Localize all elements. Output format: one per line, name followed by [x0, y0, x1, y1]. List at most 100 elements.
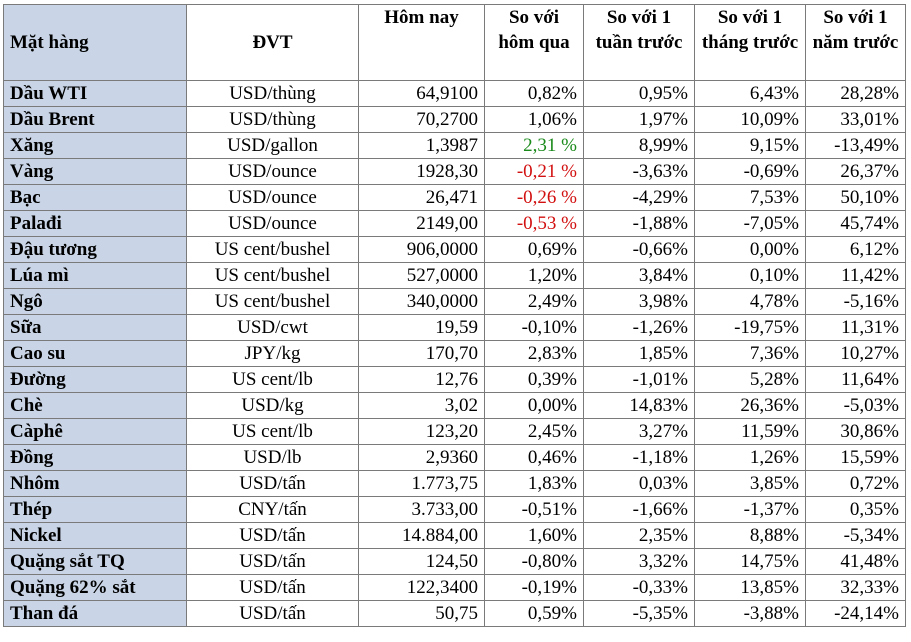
change-vs-month-cell: 8,88% [694, 522, 806, 549]
commodity-name-cell: Nickel [3, 522, 187, 549]
unit-cell: USD/kg [186, 392, 359, 419]
unit-cell: USD/lb [186, 444, 359, 471]
change-vs-week-cell: 3,84% [583, 262, 695, 289]
today-price-cell: 123,20 [358, 418, 485, 445]
change-vs-week-cell: 8,99% [583, 132, 695, 159]
commodity-name-cell: Xăng [3, 132, 187, 159]
unit-cell: USD/tấn [186, 574, 359, 601]
today-price-cell: 70,2700 [358, 106, 485, 133]
today-price-cell: 12,76 [358, 366, 485, 393]
change-vs-month-cell: 26,36% [694, 392, 806, 419]
change-vs-yesterday-cell: 0,59% [484, 600, 584, 627]
table-row: Vàng USD/ounce 1928,30 -0,21 % -3,63% -0,69% 2… [3, 158, 906, 185]
change-vs-week-cell: -1,18% [583, 444, 695, 471]
change-vs-month-cell: -1,37% [694, 496, 806, 523]
header-vs-month-text: So với 1 tháng trước [701, 7, 799, 53]
change-vs-week-cell: -0,66% [583, 236, 695, 263]
today-price-cell: 14.884,00 [358, 522, 485, 549]
table-row: Đường US cent/lb 12,76 0,39% -1,01% 5,28% 11,6… [3, 366, 906, 393]
today-price-cell: 1.773,75 [358, 470, 485, 497]
change-vs-week-cell: -4,29% [583, 184, 695, 211]
today-price-cell: 122,3400 [358, 574, 485, 601]
today-price-cell: 3,02 [358, 392, 485, 419]
change-vs-year-cell: 41,48% [805, 548, 906, 575]
commodity-price-table: Mặt hàng ĐVT Hôm nay So với hôm qua So v… [3, 4, 906, 627]
change-vs-yesterday-cell: -0,19% [484, 574, 584, 601]
unit-cell: USD/tấn [186, 548, 359, 575]
table-row: Xăng USD/gallon 1,3987 2,31 % 8,99% 9,15% -13,… [3, 132, 906, 159]
commodity-table-container: Mặt hàng ĐVT Hôm nay So với hôm qua So v… [3, 4, 906, 627]
change-vs-yesterday-cell: -0,53 % [484, 210, 584, 237]
change-vs-month-cell: -3,88% [694, 600, 806, 627]
commodity-name-cell: Càphê [3, 418, 187, 445]
unit-cell: CNY/tấn [186, 496, 359, 523]
change-vs-yesterday-cell: 0,46% [484, 444, 584, 471]
change-vs-month-cell: -19,75% [694, 314, 806, 341]
header-vs-year: So với 1 năm trước [805, 4, 906, 81]
change-vs-year-cell: 26,37% [805, 158, 906, 185]
change-vs-year-cell: -13,49% [805, 132, 906, 159]
change-vs-week-cell: 1,97% [583, 106, 695, 133]
table-row: Cao su JPY/kg 170,70 2,83% 1,85% 7,36% 10,27% [3, 340, 906, 367]
unit-cell: JPY/kg [186, 340, 359, 367]
change-vs-year-cell: 15,59% [805, 444, 906, 471]
change-vs-year-cell: 33,01% [805, 106, 906, 133]
today-price-cell: 3.733,00 [358, 496, 485, 523]
today-price-cell: 906,0000 [358, 236, 485, 263]
change-vs-yesterday-cell: 0,69% [484, 236, 584, 263]
commodity-name-cell: Quặng 62% sắt [3, 574, 187, 601]
change-vs-year-cell: -24,14% [805, 600, 906, 627]
change-vs-yesterday-cell: 2,49% [484, 288, 584, 315]
change-vs-year-cell: -5,16% [805, 288, 906, 315]
header-unit: ĐVT [186, 4, 359, 81]
unit-cell: US cent/bushel [186, 262, 359, 289]
table-body: Dầu WTI USD/thùng 64,9100 0,82% 0,95% 6,43% 28… [3, 80, 906, 627]
change-vs-yesterday-cell: 2,45% [484, 418, 584, 445]
header-vs-yesterday-text: So với hôm qua [498, 7, 570, 53]
change-vs-year-cell: -5,03% [805, 392, 906, 419]
commodity-name-cell: Nhôm [3, 470, 187, 497]
table-row: Bạc USD/ounce 26,471 -0,26 % -4,29% 7,53% 50,1… [3, 184, 906, 211]
change-vs-year-cell: 50,10% [805, 184, 906, 211]
change-vs-week-cell: 3,27% [583, 418, 695, 445]
change-vs-week-cell: -1,01% [583, 366, 695, 393]
today-price-cell: 2149,00 [358, 210, 485, 237]
change-vs-week-cell: -1,66% [583, 496, 695, 523]
header-today: Hôm nay [358, 4, 485, 81]
change-vs-week-cell: -1,26% [583, 314, 695, 341]
commodity-name-cell: Quặng sắt TQ [3, 548, 187, 575]
today-price-cell: 64,9100 [358, 80, 485, 107]
today-price-cell: 50,75 [358, 600, 485, 627]
commodity-name-cell: Palađi [3, 210, 187, 237]
change-vs-month-cell: 7,36% [694, 340, 806, 367]
unit-cell: US cent/lb [186, 418, 359, 445]
commodity-name-cell: Bạc [3, 184, 187, 211]
change-vs-month-cell: -7,05% [694, 210, 806, 237]
table-row: Chè USD/kg 3,02 0,00% 14,83% 26,36% -5,03% [3, 392, 906, 419]
change-vs-yesterday-cell: -0,26 % [484, 184, 584, 211]
commodity-name-cell: Than đá [3, 600, 187, 627]
today-price-cell: 340,0000 [358, 288, 485, 315]
change-vs-year-cell: 28,28% [805, 80, 906, 107]
table-row: Quặng sắt TQ USD/tấn 124,50 -0,80% 3,32% 14,7… [3, 548, 906, 575]
today-price-cell: 2,9360 [358, 444, 485, 471]
today-price-cell: 1928,30 [358, 158, 485, 185]
change-vs-year-cell: 11,31% [805, 314, 906, 341]
change-vs-week-cell: -1,88% [583, 210, 695, 237]
unit-cell: US cent/bushel [186, 288, 359, 315]
commodity-name-cell: Dầu WTI [3, 80, 187, 107]
change-vs-week-cell: 14,83% [583, 392, 695, 419]
change-vs-month-cell: 14,75% [694, 548, 806, 575]
change-vs-year-cell: 11,64% [805, 366, 906, 393]
change-vs-year-cell: 30,86% [805, 418, 906, 445]
change-vs-month-cell: 7,53% [694, 184, 806, 211]
header-vs-week: So với 1 tuần trước [583, 4, 695, 81]
change-vs-month-cell: 10,09% [694, 106, 806, 133]
change-vs-month-cell: 4,78% [694, 288, 806, 315]
change-vs-week-cell: -3,63% [583, 158, 695, 185]
commodity-name-cell: Lúa mì [3, 262, 187, 289]
today-price-cell: 527,0000 [358, 262, 485, 289]
change-vs-month-cell: 3,85% [694, 470, 806, 497]
unit-cell: USD/ounce [186, 158, 359, 185]
today-price-cell: 124,50 [358, 548, 485, 575]
